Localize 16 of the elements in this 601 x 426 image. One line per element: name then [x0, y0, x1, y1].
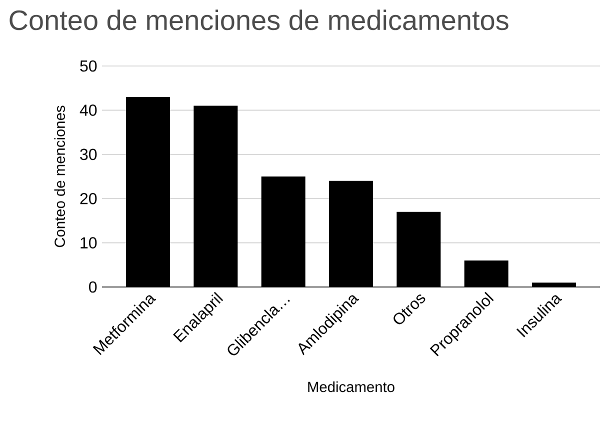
y-tick-label: 50	[80, 60, 97, 72]
bar	[194, 106, 238, 288]
bar	[261, 176, 306, 288]
y-axis-title: Conteo de menciones	[54, 106, 66, 248]
y-tick-label: 30	[80, 148, 97, 160]
bar	[464, 260, 508, 288]
y-tick-label: 0	[89, 281, 97, 293]
y-tick-label: 10	[80, 237, 97, 248]
chart-title: Conteo de menciones de medicamentos	[10, 10, 508, 30]
bar	[329, 180, 373, 288]
y-tick-label: 40	[80, 104, 97, 116]
bar	[396, 212, 441, 288]
bar	[126, 96, 170, 288]
x-axis-title: Medicamento	[308, 381, 394, 392]
bar	[532, 282, 576, 288]
y-tick-label: 20	[80, 192, 97, 204]
